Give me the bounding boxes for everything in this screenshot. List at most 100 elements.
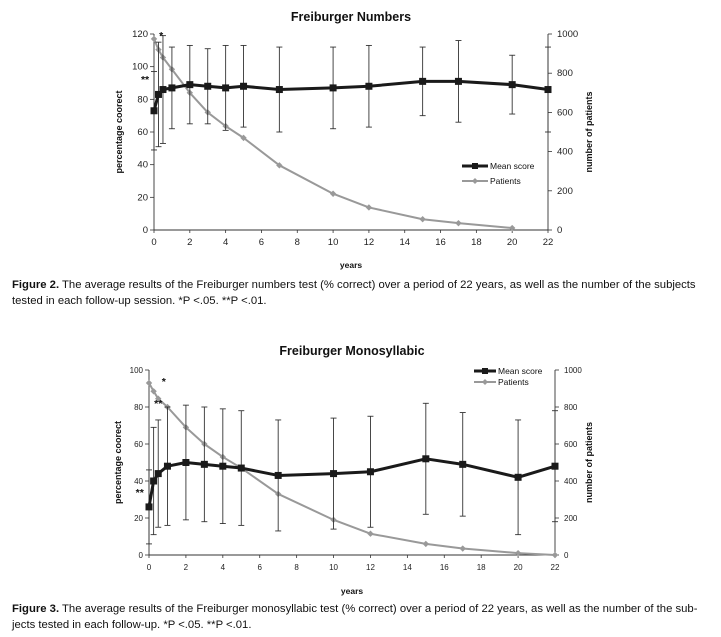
y-tick-label-right: 200 [557, 186, 573, 197]
y-tick-label-left: 40 [134, 477, 143, 486]
legend-patients-marker [482, 379, 488, 385]
y-tick-label-right: 600 [557, 107, 573, 118]
mean-score-point [551, 462, 559, 470]
y-tick-label-right: 400 [557, 147, 573, 158]
figure-2-caption-text-2: tested in each follow-up session. *P <.0… [12, 295, 267, 307]
y-axis-label-right: number of patients [584, 422, 594, 503]
y-tick-label-left: 100 [132, 62, 148, 73]
legend-patients-label: Patients [498, 377, 529, 387]
patients-point [551, 551, 559, 559]
mean-score-point [419, 77, 427, 85]
chart-freiburger-numbers: Freiburger Numbers 0 20 40 60 80 100 120 0 200 400… [0, 0, 721, 272]
x-tick-label: 8 [295, 237, 300, 248]
y-tick-label-left: 60 [137, 127, 148, 138]
patients-point [459, 545, 466, 552]
patients-point [365, 204, 373, 211]
x-tick-label: 20 [507, 237, 518, 248]
x-tick-label: 12 [366, 563, 375, 572]
chart-freiburger-monosyllabic: Freiburger Monosyllabic 0 20 40 60 80 100 0 200 4… [0, 335, 721, 600]
patients-point [367, 530, 374, 537]
patients-point [455, 219, 462, 227]
mean-score-point [154, 470, 162, 478]
x-tick-label: 16 [435, 237, 446, 248]
x-tick-label: 2 [184, 563, 189, 572]
mean-score-point [150, 107, 158, 115]
chart-title: Freiburger Numbers [291, 10, 411, 24]
x-axis-label: years [341, 586, 363, 596]
y-tick-label-right: 800 [557, 68, 573, 79]
mean-score-point [145, 503, 153, 511]
patients-point [276, 162, 283, 169]
x-tick-label: 18 [471, 237, 482, 248]
mean-score-point [329, 84, 337, 92]
mean-score-point [154, 90, 162, 98]
mean-score-point [204, 82, 212, 90]
mean-score-point [168, 84, 176, 92]
x-tick-label: 4 [221, 563, 226, 572]
x-tick-label: 22 [551, 563, 560, 572]
mean-score-point [222, 84, 230, 92]
patients-line [153, 38, 513, 230]
mean-score-point [182, 459, 190, 466]
y-tick-label-right: 0 [557, 225, 562, 236]
mean-score-point [330, 470, 338, 478]
patients-line [148, 382, 556, 556]
y-tick-label-right: 1000 [557, 29, 578, 40]
legend-mean-score-label: Mean score [498, 366, 543, 376]
x-tick-label: 8 [294, 563, 299, 572]
x-tick-label: 2 [187, 237, 192, 248]
significance-marker: * [159, 30, 164, 42]
y-axis-label-left: percentage coorect [114, 90, 124, 173]
patients-point [240, 134, 247, 142]
y-tick-label-left: 0 [143, 225, 148, 236]
mean-score-line [152, 79, 549, 112]
mean-score-point [366, 468, 374, 476]
x-axis-label: years [340, 260, 362, 270]
x-tick-label: 10 [329, 563, 338, 572]
x-tick-label: 14 [399, 237, 410, 248]
y-tick-label-left: 0 [139, 551, 144, 560]
figure-3-caption-line-1: Figure 3. The average results of the Fre… [12, 601, 702, 617]
y-tick-label-left: 80 [137, 94, 148, 105]
figure-3-caption: Figure 3. The average results of the Fre… [12, 601, 702, 633]
x-tick-label: 20 [514, 563, 523, 572]
mean-score-point [163, 462, 171, 470]
x-tick-label: 6 [259, 237, 264, 248]
figure-3-caption-text-2: jects tested in each follow-up. *P <.05.… [12, 619, 252, 631]
patients-point [150, 35, 158, 43]
significance-marker: ** [141, 74, 150, 86]
mean-score-point [240, 82, 248, 90]
mean-score-point [150, 477, 158, 485]
x-tick-label: 12 [364, 237, 375, 248]
y-tick-label-left: 100 [130, 366, 144, 375]
chart-svg-numbers: Freiburger Numbers0204060801001200200400… [114, 10, 594, 270]
mean-score-point [454, 77, 462, 85]
mean-score-point [508, 81, 516, 89]
patients-point [508, 224, 516, 232]
legend-mean-score-label: Mean score [490, 161, 535, 171]
mean-score-point [459, 460, 467, 468]
mean-score-point [200, 460, 208, 468]
mean-score-point [275, 86, 283, 94]
y-tick-label-left: 80 [134, 403, 143, 412]
y-tick-label-left: 20 [134, 514, 143, 523]
mean-score-point [159, 86, 167, 94]
y-tick-label-right: 1000 [564, 366, 582, 375]
y-tick-label-left: 120 [132, 29, 148, 40]
legend-mean-score-marker [482, 368, 488, 374]
y-tick-label-right: 600 [564, 440, 578, 449]
patients-point [155, 395, 162, 402]
figure-3-caption-text-1: The average results of the Freiburger mo… [62, 603, 698, 615]
mean-score-point [186, 81, 194, 89]
patients-point [419, 216, 426, 223]
legend-mean-score-marker [472, 163, 478, 169]
figure-2-caption-text-1: The average results of the Freiburger nu… [62, 279, 696, 291]
mean-score-point [365, 82, 373, 90]
mean-score-point [514, 473, 522, 481]
figure-2-caption-line-1: Figure 2. The average results of the Fre… [12, 277, 702, 293]
figure-2-label: Figure 2. [12, 279, 60, 291]
chart-title: Freiburger Monosyllabic [279, 344, 424, 358]
patients-point [329, 190, 337, 197]
y-tick-label-right: 200 [564, 514, 578, 523]
x-tick-label: 6 [258, 563, 263, 572]
